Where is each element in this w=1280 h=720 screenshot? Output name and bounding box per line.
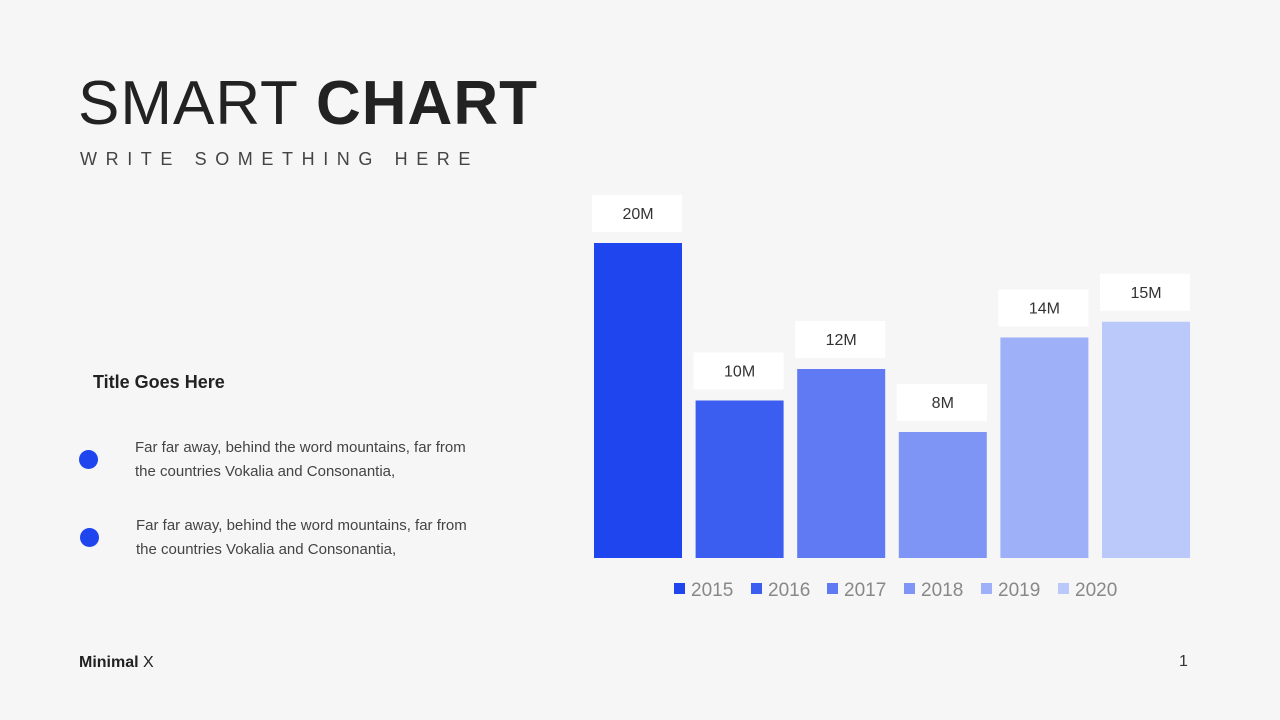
legend-swatch-2015 [674,583,685,594]
legend-label-2018: 2018 [921,580,963,601]
data-label-box-2015 [592,195,682,232]
data-label-2016: 10M [724,364,755,381]
data-label-box-2020 [1100,273,1190,311]
bullet-dot-1 [79,450,98,469]
bar-2015 [594,243,682,558]
legend-swatch-2020 [1058,583,1069,594]
slide-subtitle: WRITE SOMETHING HERE [80,149,480,169]
brand-bold: Minimal [79,654,139,671]
data-label-box-2017 [795,321,886,358]
title-light: SMART [78,69,298,138]
legend-label-2015: 2015 [691,580,733,601]
bar-2019 [1000,337,1089,558]
legend-swatch-2016 [751,583,762,594]
bullet-text-2: Far far away, behind the word mountains,… [136,517,467,558]
legend-swatch-2018 [904,583,915,594]
title-bold: CHART [316,69,538,138]
slide-title: SMART CHART [78,66,538,142]
legend-swatch-2019 [981,583,992,594]
legend-swatch-2017 [827,583,838,594]
side-title: Title Goes Here [93,372,225,392]
brand-light: X [143,654,154,671]
legend-label-2017: 2017 [844,580,886,601]
data-label-2020: 15M [1130,285,1161,302]
data-label-box-2019 [998,289,1089,327]
bar-2018 [898,432,987,558]
data-label-box-2018 [896,384,987,421]
bullet-text-1: Far far away, behind the word mountains,… [135,439,466,480]
footer-brand: Minimal X [79,654,154,672]
data-label-2017: 12M [826,332,857,349]
bar-2017 [797,369,886,558]
bar-2020 [1102,321,1190,558]
data-label-2019: 14M [1029,301,1060,318]
legend-label-2016: 2016 [768,580,810,601]
bullet-dot-2 [80,528,99,547]
data-label-2018: 8M [932,395,954,412]
page-number: 1 [1179,653,1188,670]
data-label-box-2016 [693,352,784,390]
legend-label-2019: 2019 [998,580,1040,601]
legend-label-2020: 2020 [1075,580,1117,601]
bar-2016 [695,400,784,558]
data-label-2015: 20M [622,206,653,223]
